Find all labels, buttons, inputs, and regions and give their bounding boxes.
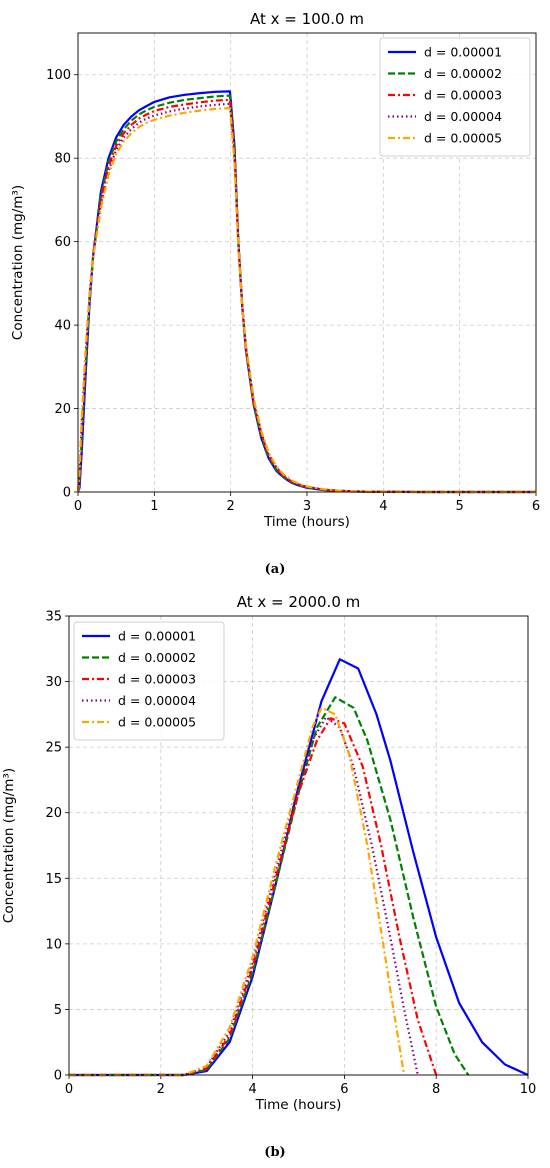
legend-label: d = 0.00001 xyxy=(118,629,196,644)
legend-box xyxy=(379,37,531,157)
x-tick-label: 10 xyxy=(520,1082,537,1097)
y-axis-label: Concentration (mg/m³) xyxy=(1,768,17,923)
x-tick-label: 6 xyxy=(340,1082,348,1097)
x-tick-label: 3 xyxy=(303,499,311,514)
y-tick-label: 40 xyxy=(54,319,71,334)
x-tick-label: 6 xyxy=(532,499,540,514)
figure-caption: (b) xyxy=(264,1145,285,1160)
legend-box xyxy=(73,621,225,741)
y-tick-label: 10 xyxy=(45,937,62,952)
legend: d = 0.00001 d = 0.00002 d = 0.00003 d = 0.0… xyxy=(73,621,225,741)
legend-label: d = 0.00004 xyxy=(424,109,502,124)
series-line-1 xyxy=(69,658,529,1077)
figure-caption: (a) xyxy=(265,562,286,577)
axes-frame xyxy=(68,615,529,1076)
x-axis-label: Time (hours) xyxy=(255,1097,342,1113)
legend-label: d = 0.00001 xyxy=(424,45,502,60)
series-line-2 xyxy=(69,696,470,1077)
legend-label: d = 0.00005 xyxy=(118,715,196,730)
x-tick-label: 1 xyxy=(150,499,158,514)
x-tick-label: 0 xyxy=(74,499,82,514)
y-tick-label: 60 xyxy=(54,235,71,250)
y-tick-label: 15 xyxy=(45,872,62,887)
x-axis-label: Time (hours) xyxy=(263,514,350,530)
x-tick-label: 0 xyxy=(65,1082,73,1097)
y-tick-label: 80 xyxy=(54,152,71,167)
y-tick-label: 25 xyxy=(45,741,62,756)
x-tick-label: 4 xyxy=(248,1082,256,1097)
y-tick-label: 30 xyxy=(45,675,62,690)
y-tick-label: 0 xyxy=(54,1069,62,1084)
legend-label: d = 0.00003 xyxy=(118,672,196,687)
series-line-3 xyxy=(69,717,438,1077)
y-axis-label: Concentration (mg/m³) xyxy=(10,185,26,340)
series-line-4 xyxy=(69,715,419,1077)
x-tick-label: 4 xyxy=(379,499,387,514)
legend-label: d = 0.00002 xyxy=(118,650,196,665)
y-tick-label: 5 xyxy=(54,1003,62,1018)
y-tick-label: 20 xyxy=(45,806,62,821)
series-line-5 xyxy=(69,706,406,1077)
legend-label: d = 0.00004 xyxy=(118,693,196,708)
y-tick-label: 0 xyxy=(63,486,71,501)
chart-title: At x = 100.0 m xyxy=(250,10,364,28)
chart-title: At x = 2000.0 m xyxy=(237,593,361,611)
x-tick-label: 8 xyxy=(432,1082,440,1097)
x-tick-label: 5 xyxy=(456,499,464,514)
legend-label: d = 0.00005 xyxy=(424,131,502,146)
x-tick-label: 2 xyxy=(157,1082,165,1097)
legend: d = 0.00001 d = 0.00002 d = 0.00003 d = 0.0… xyxy=(379,37,531,157)
series-line-5 xyxy=(76,106,536,494)
legend-label: d = 0.00002 xyxy=(424,66,502,81)
axes-frame xyxy=(77,32,537,493)
y-tick-label: 20 xyxy=(54,402,71,417)
y-tick-label: 35 xyxy=(45,610,62,625)
y-tick-label: 100 xyxy=(46,68,71,83)
series-line-3 xyxy=(76,98,536,494)
chart-b: 0 2 4 6 8 10 0 5 10 15 20 25 30 35 At x = 2000.0 m Time… xyxy=(1,593,537,1160)
series-group xyxy=(76,90,536,494)
series-group xyxy=(69,658,529,1077)
x-tick-label: 2 xyxy=(227,499,235,514)
legend-label: d = 0.00003 xyxy=(424,88,502,103)
